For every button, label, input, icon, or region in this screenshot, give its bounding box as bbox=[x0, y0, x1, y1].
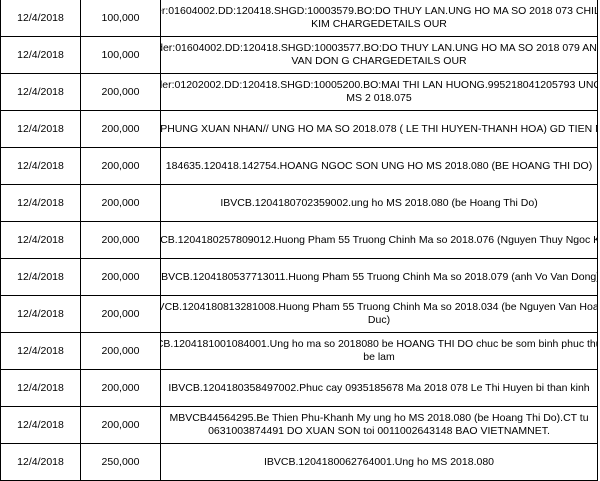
amount: 200,000 bbox=[101, 270, 140, 283]
amount-cell: 200,000 bbox=[81, 185, 161, 221]
date: 12/4/2018 bbox=[17, 122, 64, 135]
amount: 200,000 bbox=[101, 85, 140, 98]
amount-cell: 200,000 bbox=[81, 74, 161, 110]
table-row: 12/4/2018 200,000 IBVCB.1204180702359002.u… bbox=[1, 185, 598, 222]
amount: 200,000 bbox=[101, 122, 140, 135]
amount-cell: 250,000 bbox=[81, 444, 161, 480]
table-row: 12/4/2018 200,000 IBVCB.1204181001084001.U… bbox=[1, 333, 598, 370]
table-row: 12/4/2018 200,000 184635.120418.142754.HOA… bbox=[1, 148, 598, 185]
description-cell: Sender:01202002.DD:120418.SHGD:10005200.… bbox=[161, 74, 598, 110]
description-line: Sender:01604002.DD:120418.SHGD:10003579.… bbox=[161, 5, 597, 17]
description-cell: DO PHUNG XUAN NHAN// UNG HO MA SO 2018.0… bbox=[161, 111, 598, 147]
description-cell: 184635.120418.142754.HOANG NGOC SON UNG … bbox=[161, 148, 598, 184]
date-cell: 12/4/2018 bbox=[1, 0, 81, 36]
description-cell: IBVCB.1204180702359002.ung ho MS 2018.08… bbox=[161, 185, 598, 221]
date: 12/4/2018 bbox=[17, 455, 64, 468]
description-cell: MBVCB44564295.Be Thien Phu-Khanh My ung … bbox=[161, 407, 598, 443]
amount-cell: 200,000 bbox=[81, 370, 161, 406]
description-cell: IBVCB.1204180257809012.Huong Pham 55 Tru… bbox=[161, 222, 598, 258]
amount: 200,000 bbox=[101, 159, 140, 172]
description-line: DO PHUNG XUAN NHAN// UNG HO MA SO 2018.0… bbox=[161, 122, 598, 135]
amount-cell: 200,000 bbox=[81, 259, 161, 295]
description-cell: Sender:01604002.DD:120418.SHGD:10003577.… bbox=[161, 37, 598, 73]
date-cell: 12/4/2018 bbox=[1, 111, 81, 147]
description-line: be lam bbox=[363, 351, 395, 363]
date-cell: 12/4/2018 bbox=[1, 444, 81, 480]
table-row: 12/4/2018 250,000 IBVCB.1204180062764001.U… bbox=[1, 444, 598, 481]
amount-cell: 200,000 bbox=[81, 222, 161, 258]
table-row: 12/4/2018 200,000 IBVCB.1204180537713011.H… bbox=[1, 259, 598, 296]
description-line: IBVCB.1204181001084001.Ung ho ma so 2018… bbox=[161, 338, 598, 350]
description-line: VAN DON G CHARGEDETAILS OUR bbox=[291, 55, 467, 67]
amount: 200,000 bbox=[101, 307, 140, 320]
date: 12/4/2018 bbox=[17, 159, 64, 172]
amount-cell: 200,000 bbox=[81, 333, 161, 369]
table-row: 12/4/2018 200,000 MBVCB44564295.Be Thien P… bbox=[1, 407, 598, 444]
description-line: 0631003874491 DO XUAN SON toi 0011002643… bbox=[208, 425, 550, 437]
description-cell: IBVCB.1204180813281008.Huong Pham 55 Tru… bbox=[161, 296, 598, 332]
amount-cell: 200,000 bbox=[81, 148, 161, 184]
table-row: 12/4/2018 200,000 IBVCB.1204180257809012.H… bbox=[1, 222, 598, 259]
date: 12/4/2018 bbox=[17, 85, 64, 98]
date-cell: 12/4/2018 bbox=[1, 74, 81, 110]
description-line: Duc) bbox=[367, 314, 391, 326]
description-line: Sender:01604002.DD:120418.SHGD:10003577.… bbox=[161, 42, 598, 54]
amount: 250,000 bbox=[101, 455, 140, 468]
date-cell: 12/4/2018 bbox=[1, 333, 81, 369]
date-cell: 12/4/2018 bbox=[1, 407, 81, 443]
date: 12/4/2018 bbox=[17, 48, 64, 61]
description-line: Sender:01202002.DD:120418.SHGD:10005200.… bbox=[161, 79, 598, 91]
amount-cell: 200,000 bbox=[81, 111, 161, 147]
description-line: IBVCB.1204180702359002.ung ho MS 2018.08… bbox=[220, 196, 538, 209]
description-line: MS 2 018.075 bbox=[346, 92, 412, 104]
table-row: 12/4/2018 200,000 DO PHUNG XUAN NHAN// UNG… bbox=[1, 111, 598, 148]
amount: 200,000 bbox=[101, 418, 140, 431]
date: 12/4/2018 bbox=[17, 307, 64, 320]
date-cell: 12/4/2018 bbox=[1, 370, 81, 406]
date-cell: 12/4/2018 bbox=[1, 148, 81, 184]
date-cell: 12/4/2018 bbox=[1, 185, 81, 221]
table-row: 12/4/2018 200,000 IBVCB.1204180358497002.P… bbox=[1, 370, 598, 407]
description-line: IBVCB.1204180358497002.Phuc cay 09351856… bbox=[168, 381, 590, 394]
date: 12/4/2018 bbox=[17, 233, 64, 246]
table-row: 12/4/2018 100,000 Sender:01604002.DD:12041… bbox=[1, 37, 598, 74]
table-row: 12/4/2018 200,000 IBVCB.1204180813281008.H… bbox=[1, 296, 598, 333]
date: 12/4/2018 bbox=[17, 270, 64, 283]
amount: 200,000 bbox=[101, 381, 140, 394]
amount-cell: 100,000 bbox=[81, 37, 161, 73]
amount-cell: 100,000 bbox=[81, 0, 161, 36]
table-row: 12/4/2018 200,000 Sender:01202002.DD:12041… bbox=[1, 74, 598, 111]
description-line: KIM CHARGEDETAILS OUR bbox=[311, 18, 447, 30]
date-cell: 12/4/2018 bbox=[1, 222, 81, 258]
amount-cell: 200,000 bbox=[81, 296, 161, 332]
description-line: IBVCB.1204180062764001.Ung ho MS 2018.08… bbox=[263, 455, 494, 468]
description-cell: Sender:01604002.DD:120418.SHGD:10003579.… bbox=[161, 0, 598, 36]
description-line: IBVCB.1204180257809012.Huong Pham 55 Tru… bbox=[161, 233, 598, 246]
description-line: MBVCB44564295.Be Thien Phu-Khanh My ung … bbox=[169, 412, 589, 424]
description-cell: IBVCB.1204180537713011.Huong Pham 55 Tru… bbox=[161, 259, 598, 295]
date: 12/4/2018 bbox=[17, 381, 64, 394]
description-line: 184635.120418.142754.HOANG NGOC SON UNG … bbox=[165, 159, 593, 172]
table-row: 12/4/2018 100,000 Sender:01604002.DD:12041… bbox=[1, 0, 598, 37]
date: 12/4/2018 bbox=[17, 11, 64, 24]
amount: 100,000 bbox=[101, 48, 140, 61]
description-cell: IBVCB.1204180358497002.Phuc cay 09351856… bbox=[161, 370, 598, 406]
date: 12/4/2018 bbox=[17, 196, 64, 209]
description-line: IBVCB.1204180537713011.Huong Pham 55 Tru… bbox=[161, 270, 598, 283]
date-cell: 12/4/2018 bbox=[1, 296, 81, 332]
description-line: IBVCB.1204180813281008.Huong Pham 55 Tru… bbox=[161, 301, 598, 313]
date-cell: 12/4/2018 bbox=[1, 37, 81, 73]
amount: 100,000 bbox=[101, 11, 140, 24]
amount: 200,000 bbox=[101, 233, 140, 246]
date-cell: 12/4/2018 bbox=[1, 259, 81, 295]
amount-cell: 200,000 bbox=[81, 407, 161, 443]
description-cell: IBVCB.1204180062764001.Ung ho MS 2018.08… bbox=[161, 444, 598, 480]
amount: 200,000 bbox=[101, 344, 140, 357]
date: 12/4/2018 bbox=[17, 418, 64, 431]
amount: 200,000 bbox=[101, 196, 140, 209]
date: 12/4/2018 bbox=[17, 344, 64, 357]
description-cell: IBVCB.1204181001084001.Ung ho ma so 2018… bbox=[161, 333, 598, 369]
